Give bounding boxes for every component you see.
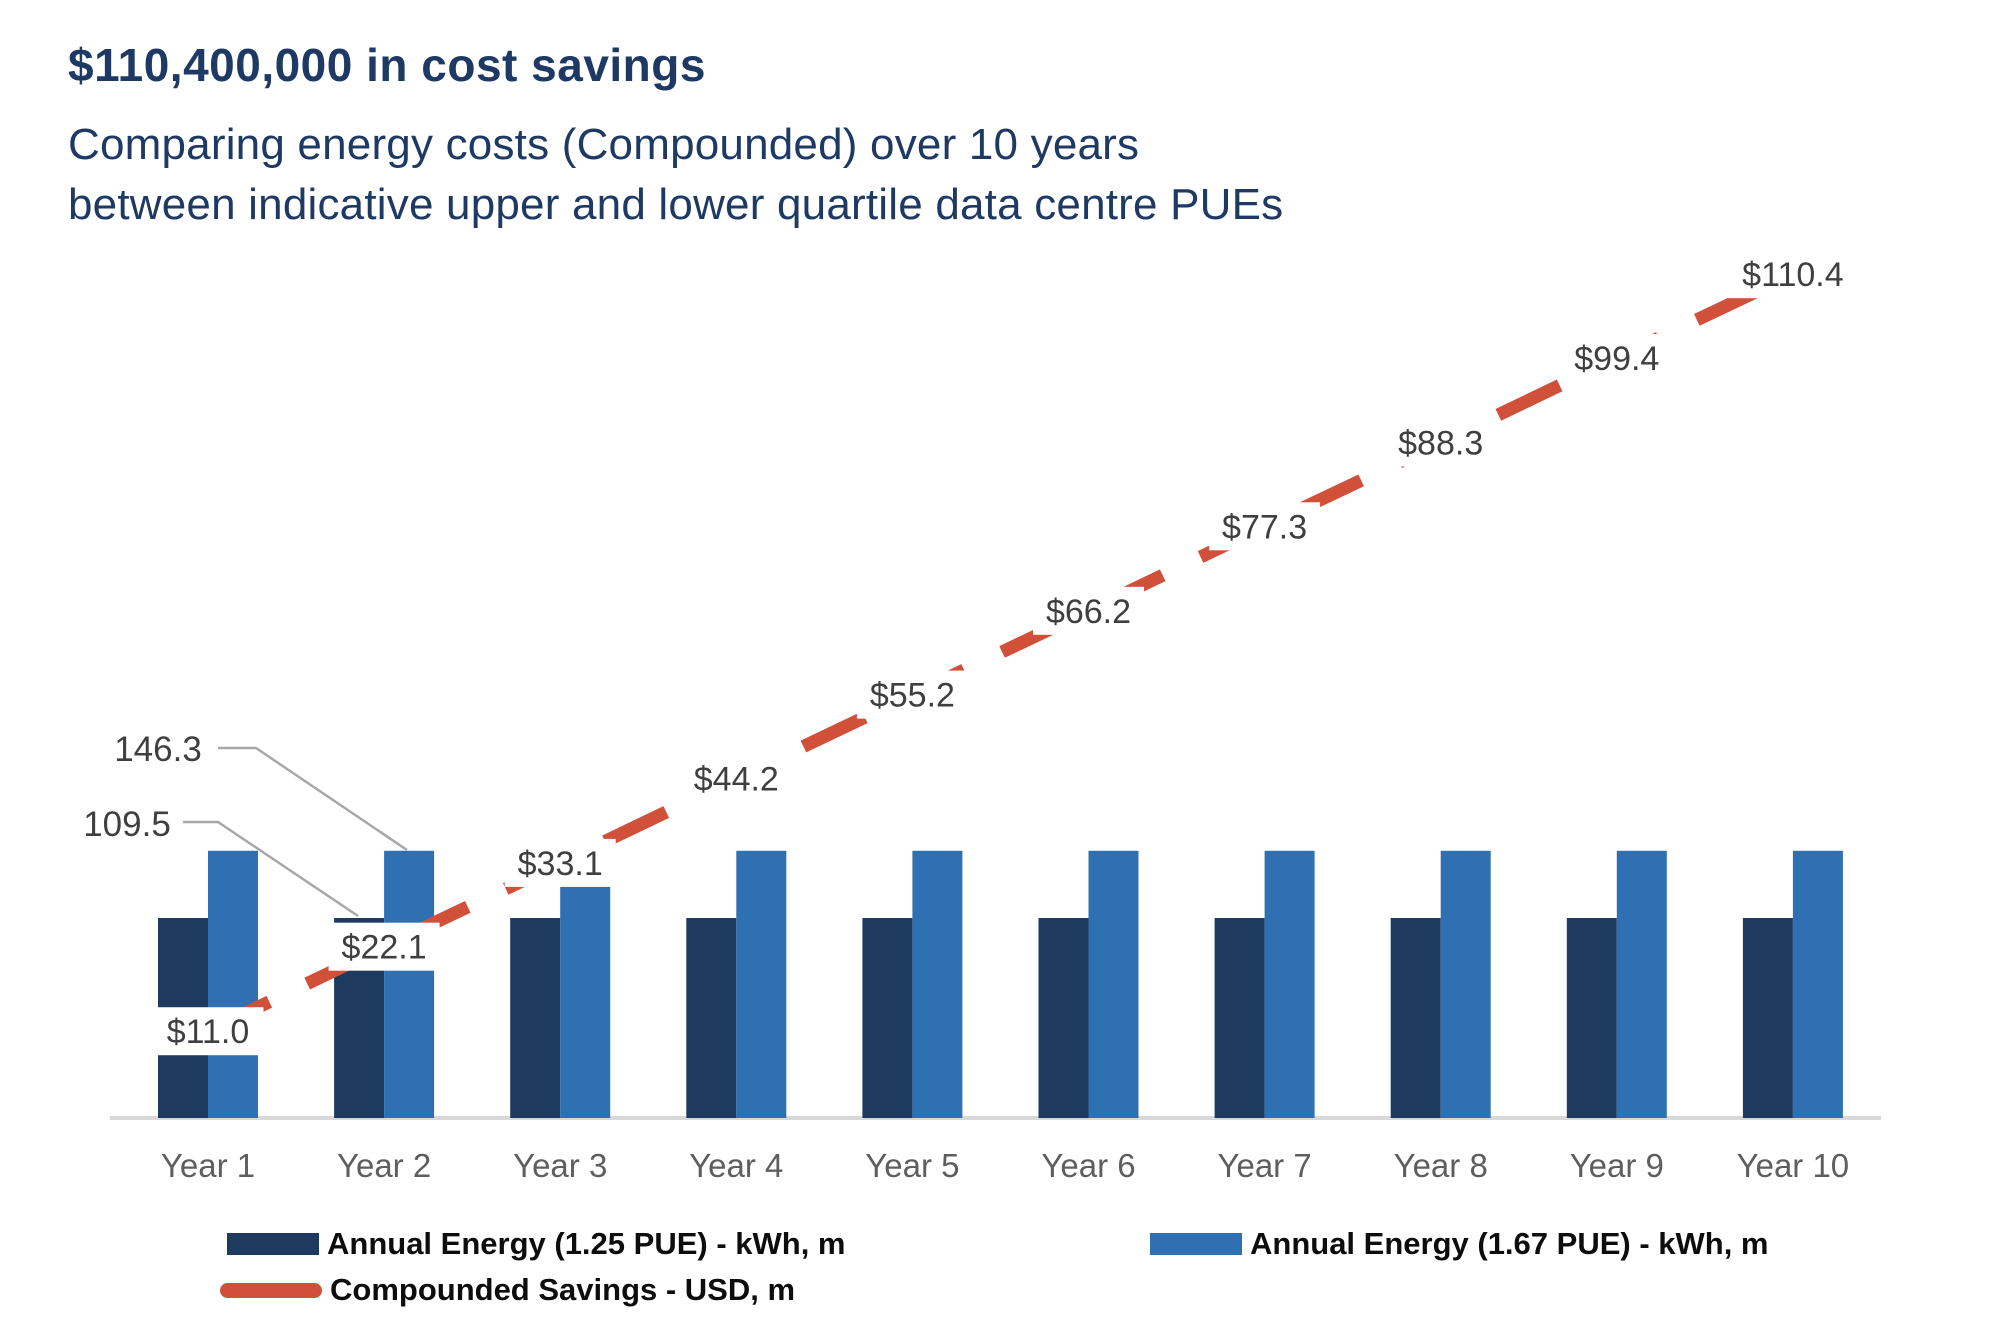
bar-year5-pue167: [912, 850, 963, 1118]
bar-year4-pue167: [736, 850, 787, 1118]
line-label-3: $33.1: [518, 845, 603, 883]
x-axis-label-year5: Year 5: [865, 1147, 959, 1184]
legend-label-pue167: Annual Energy (1.67 PUE) - kWh, m: [1250, 1226, 1769, 1261]
legend-swatch-pue167: [1150, 1233, 1242, 1255]
callout-label-146-3: 146.3: [114, 730, 202, 769]
bar-year10-pue125: [1742, 918, 1793, 1118]
line-label-6: $66.2: [1046, 593, 1131, 631]
bar-year4-pue125: [686, 918, 737, 1118]
x-axis-label-year3: Year 3: [513, 1147, 607, 1184]
bar-year8-pue125: [1390, 918, 1441, 1118]
line-label-4: $44.2: [694, 760, 779, 798]
x-axis-label-year1: Year 1: [161, 1147, 255, 1184]
line-label-5: $55.2: [870, 677, 955, 715]
legend-label-pue125: Annual Energy (1.25 PUE) - kWh, m: [327, 1226, 846, 1261]
x-axis-label-year10: Year 10: [1737, 1147, 1850, 1184]
legend-swatch-pue125: [227, 1233, 319, 1255]
legend-item-pue167: Annual Energy (1.67 PUE) - kWh, m: [1150, 1226, 1768, 1262]
line-label-bg-4: [680, 754, 792, 803]
bar-year3-pue167: [560, 850, 611, 1118]
line-label-1: $11.0: [167, 1013, 250, 1051]
legend-item-savings: Compounded Savings - USD, m: [220, 1272, 795, 1308]
x-axis-label-year7: Year 7: [1217, 1147, 1311, 1184]
line-label-bg-6: [1033, 586, 1144, 635]
line-label-bg-1: [152, 1007, 264, 1056]
bar-year7-pue125: [1214, 918, 1265, 1118]
x-axis-label-year4: Year 4: [689, 1147, 783, 1184]
x-axis-label-year2: Year 2: [337, 1147, 431, 1184]
bar-year6-pue125: [1038, 918, 1089, 1118]
line-label-bg-2: [328, 922, 440, 971]
line-label-bg-9: [1561, 333, 1673, 382]
line-label-bg-5: [856, 670, 968, 719]
bar-year10-pue167: [1792, 850, 1843, 1118]
bar-year5-pue125: [862, 918, 913, 1118]
bar-year9-pue167: [1616, 850, 1667, 1118]
bar-year2-pue167: [384, 850, 435, 1118]
legend-label-savings: Compounded Savings - USD, m: [330, 1272, 796, 1307]
line-label-7: $77.3: [1222, 508, 1307, 546]
line-label-9: $99.4: [1574, 340, 1659, 378]
bar-year9-pue125: [1566, 918, 1617, 1118]
line-label-10: $110.4: [1742, 256, 1843, 294]
legend-swatch-savings-line: [220, 1282, 322, 1298]
chart-subtitle-line-2: between indicative upper and lower quart…: [68, 180, 1284, 229]
line-label-8: $88.3: [1398, 425, 1483, 463]
callout-label-109-5: 109.5: [83, 805, 171, 844]
bar-year1-pue167: [208, 850, 258, 1118]
x-axis-label-year8: Year 8: [1394, 1147, 1488, 1184]
page-title: $110,400,000 in cost savings: [68, 39, 706, 91]
bar-year6-pue167: [1088, 850, 1139, 1118]
x-axis-label-year9: Year 9: [1570, 1147, 1664, 1184]
bar-year8-pue167: [1440, 850, 1491, 1118]
line-label-bg-7: [1209, 502, 1321, 551]
bar-year3-pue125: [510, 918, 561, 1118]
compounded-savings-line: [205, 268, 1796, 1038]
legend-item-pue125: Annual Energy (1.25 PUE) - kWh, m: [227, 1226, 845, 1262]
line-label-bg-8: [1385, 418, 1497, 467]
chart-subtitle-line-1: Comparing energy costs (Compounded) over…: [68, 120, 1140, 169]
callout-leader-146-3: [218, 746, 408, 852]
line-label-bg-3: [504, 838, 616, 887]
bar-year7-pue167: [1264, 850, 1315, 1118]
callout-leader-109-5: [183, 820, 359, 918]
line-label-2: $22.1: [342, 929, 427, 967]
line-label-bg-10: [1727, 250, 1858, 299]
x-axis-label-year6: Year 6: [1041, 1147, 1135, 1184]
